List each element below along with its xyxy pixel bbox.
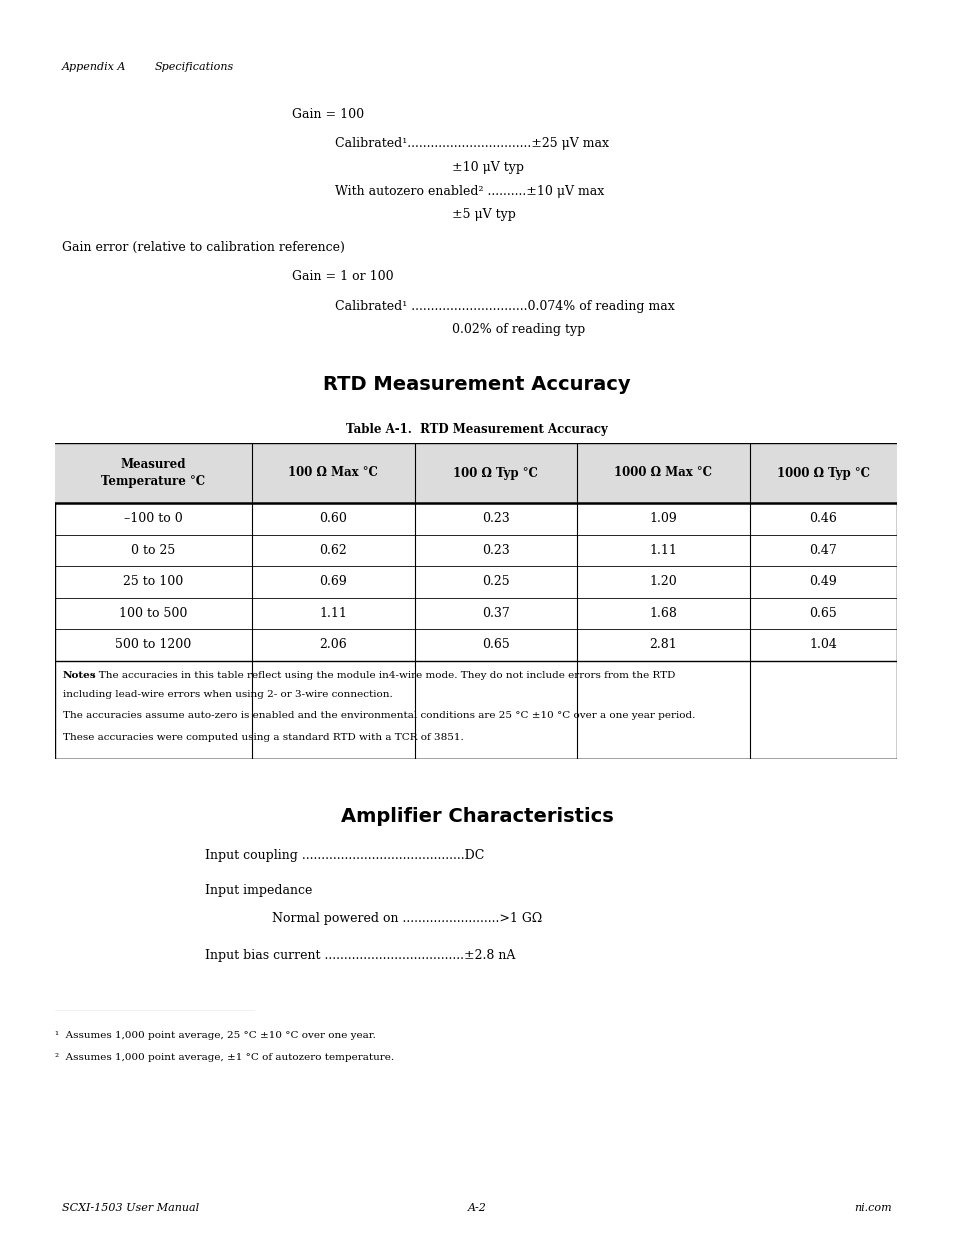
Text: Normal powered on .........................>1 GΩ: Normal powered on ......................… [272,911,541,925]
Text: The accuracies assume auto-zero is enabled and the environmental conditions are : The accuracies assume auto-zero is enabl… [63,711,695,720]
Bar [55,443,896,503]
Text: 0.46: 0.46 [808,513,837,525]
Text: Table A-1.  RTD Measurement Accuracy: Table A-1. RTD Measurement Accuracy [346,424,607,436]
Text: 0.62: 0.62 [319,543,347,557]
Text: 1.11: 1.11 [649,543,677,557]
Text: 100 Ω Typ °C: 100 Ω Typ °C [453,467,537,479]
Text: 2.06: 2.06 [319,638,347,651]
Text: 0 to 25: 0 to 25 [132,543,175,557]
Text: 0.37: 0.37 [481,606,509,620]
Text: SCXI-1503 User Manual: SCXI-1503 User Manual [62,1203,199,1213]
Text: ±10 μV typ: ±10 μV typ [452,161,523,173]
Text: 2.81: 2.81 [649,638,677,651]
Text: ni.com: ni.com [854,1203,891,1213]
Text: ²  Assumes 1,000 point average, ±1 °C of autozero temperature.: ² Assumes 1,000 point average, ±1 °C of … [55,1053,394,1062]
Text: Notes: Notes [63,671,96,679]
Text: With autozero enabled² ..........±10 μV max: With autozero enabled² ..........±10 μV … [335,185,603,198]
Text: 0.65: 0.65 [808,606,837,620]
Text: 1.11: 1.11 [319,606,347,620]
Text: 1.04: 1.04 [808,638,837,651]
Text: Input bias current ....................................±2.8 nA: Input bias current .....................… [205,948,515,962]
Text: 0.02% of reading typ: 0.02% of reading typ [452,324,584,336]
Text: Amplifier Characteristics: Amplifier Characteristics [340,806,613,825]
Text: These accuracies were computed using a standard RTD with a TCR of 3851.: These accuracies were computed using a s… [63,734,463,742]
Text: 100 to 500: 100 to 500 [119,606,188,620]
Text: 500 to 1200: 500 to 1200 [115,638,192,651]
Text: 0.69: 0.69 [319,576,347,588]
Text: 0.23: 0.23 [481,513,509,525]
Text: 0.47: 0.47 [808,543,837,557]
Text: 1.68: 1.68 [649,606,677,620]
Text: 0.65: 0.65 [481,638,509,651]
Text: 0.49: 0.49 [808,576,837,588]
Text: ¹  Assumes 1,000 point average, 25 °C ±10 °C over one year.: ¹ Assumes 1,000 point average, 25 °C ±10… [55,1031,375,1040]
Text: Specifications: Specifications [154,62,234,72]
Text: 1.09: 1.09 [649,513,677,525]
Text: Gain = 1 or 100: Gain = 1 or 100 [292,270,394,284]
Text: 25 to 100: 25 to 100 [123,576,183,588]
Text: 100 Ω Max °C: 100 Ω Max °C [288,467,377,479]
Text: 0.25: 0.25 [481,576,509,588]
Text: Input impedance: Input impedance [205,883,312,897]
Text: Calibrated¹................................±25 μV max: Calibrated¹.............................… [335,137,608,151]
Text: ±5 μV typ: ±5 μV typ [452,207,516,221]
Text: RTD Measurement Accuracy: RTD Measurement Accuracy [323,375,630,394]
Text: including lead-wire errors when using 2- or 3-wire connection.: including lead-wire errors when using 2-… [63,690,393,699]
Text: 0.60: 0.60 [319,513,347,525]
Text: 0.23: 0.23 [481,543,509,557]
Text: 1000 Ω Typ °C: 1000 Ω Typ °C [776,467,869,479]
Text: Measured
Temperature °C: Measured Temperature °C [101,458,205,488]
Text: Gain = 100: Gain = 100 [292,107,364,121]
Text: Input coupling ..........................................DC: Input coupling .........................… [205,848,484,862]
Text: : The accuracies in this table reflect using the module in4-wire mode. They do n: : The accuracies in this table reflect u… [91,671,674,679]
Text: 1000 Ω Max °C: 1000 Ω Max °C [614,467,712,479]
Text: Gain error (relative to calibration reference): Gain error (relative to calibration refe… [62,241,345,254]
Text: –100 to 0: –100 to 0 [124,513,183,525]
Text: A-2: A-2 [467,1203,486,1213]
Text: 1.20: 1.20 [649,576,677,588]
Text: Calibrated¹ ..............................0.074% of reading max: Calibrated¹ ............................… [335,300,674,312]
Text: Appendix A: Appendix A [62,62,126,72]
